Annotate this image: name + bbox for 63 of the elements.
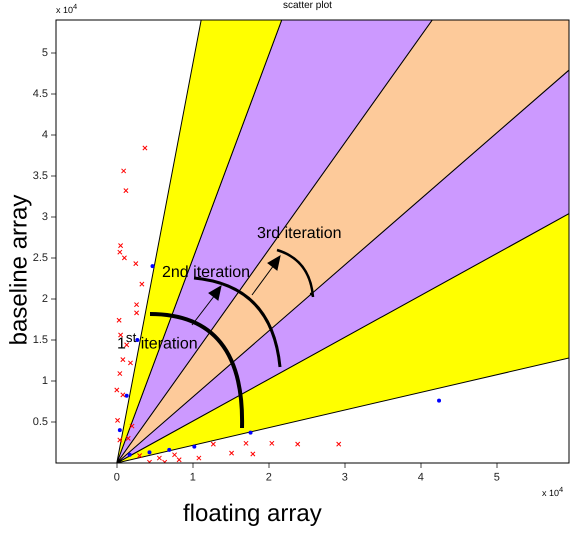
point [114,418,120,423]
x-tick-label: 0 [114,472,120,484]
y-tick-label: 1.5 [32,334,48,346]
y-tick-label: 0.5 [32,416,48,428]
point [156,455,162,461]
x-axis-title: floating array [183,500,322,528]
x-tick-label: 4 [418,472,424,484]
point [250,451,256,457]
point [126,436,131,442]
point [248,430,253,435]
point [128,452,132,457]
point [118,428,122,432]
point [136,452,142,458]
point [134,310,140,316]
point [121,168,126,174]
point [176,457,182,462]
y-tick-label: 2 [42,292,48,305]
point [295,442,300,447]
point [243,440,249,446]
point [147,450,152,454]
point [133,261,138,266]
y-tick-label: 2.5 [32,252,48,264]
point [437,398,442,403]
point [192,444,196,449]
point [122,255,128,261]
point [336,442,342,447]
point [124,394,129,398]
y-tick-label: 3 [42,210,48,223]
point [210,442,216,447]
text: x 10$^{4}$ [542,485,564,498]
point [172,452,178,458]
x-tick-label: 2 [266,472,272,484]
y-axis-title: baseline array [5,194,33,346]
point [139,282,144,287]
point [117,437,122,443]
annotation: 3rd iteration [257,225,342,243]
point [116,318,122,323]
y-tick-label: 1 [42,374,48,387]
annotation: 2nd iteration [162,264,250,282]
point [167,448,172,452]
point [129,423,135,429]
text: x 10$^{4}$ [56,2,78,15]
point [142,145,148,151]
x-tick-label: 3 [342,472,348,484]
y-tick-label: 5 [42,46,48,59]
point [269,440,274,446]
point [118,332,124,338]
point [117,370,122,376]
y-tick-label: 4 [42,128,48,141]
x-tick-label: 5 [494,472,500,484]
point [134,302,140,308]
point [120,357,126,362]
point [150,264,155,268]
point [120,392,126,398]
x-tick-label: 1 [190,472,196,484]
point [128,360,134,366]
point [228,450,234,456]
point [114,387,120,393]
y-tick-label: 4.5 [32,88,48,100]
point [196,455,202,461]
point [123,188,129,194]
y-tick-label: 3.5 [32,170,48,182]
chart-title: scatter plot [283,0,332,11]
